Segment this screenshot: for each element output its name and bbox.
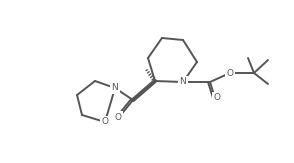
- Text: O: O: [226, 68, 233, 77]
- Text: O: O: [101, 118, 108, 126]
- Text: N: N: [112, 83, 118, 92]
- Text: N: N: [180, 77, 186, 87]
- Text: O: O: [114, 112, 121, 121]
- Text: O: O: [213, 94, 220, 103]
